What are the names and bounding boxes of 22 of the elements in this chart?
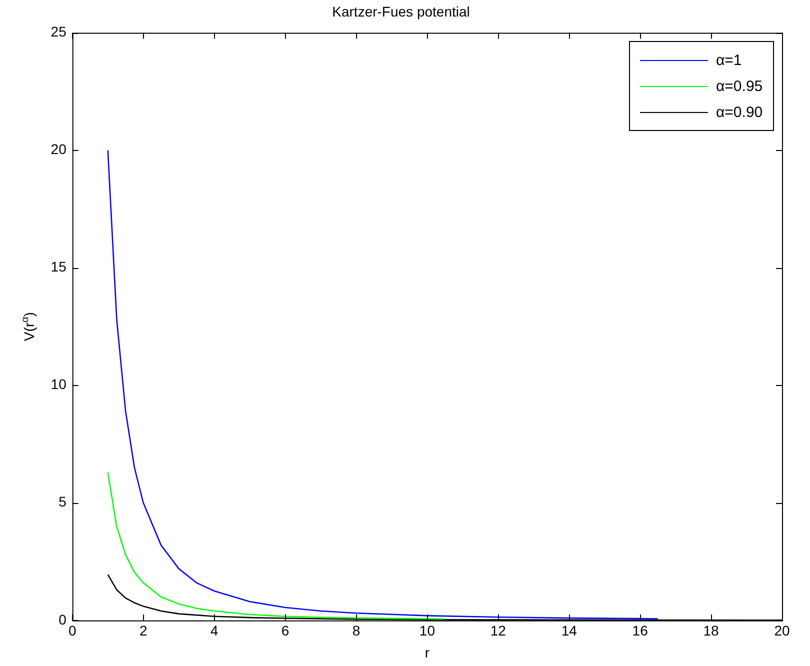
legend-label: α=0.95 [716,78,763,96]
x-tick-label: 8 [352,622,360,639]
legend-label: α=0.90 [716,104,763,122]
x-tick-label: 16 [632,622,648,639]
x-tick-label: 10 [419,622,436,639]
x-tick-label: 12 [490,622,506,639]
x-tick-label: 20 [774,622,790,639]
y-axis-title: V(rα) [20,312,37,342]
y-tick-label: 20 [50,141,67,158]
x-tick-label: 18 [703,622,720,639]
chart-title: Kartzer-Fues potential [332,3,470,20]
y-tick-label: 10 [50,376,67,392]
y-tick-label: 15 [50,258,67,275]
x-tick-label: 4 [210,622,218,639]
x-tick-label: 14 [561,622,578,639]
x-tick-label: 2 [139,622,148,639]
y-tick-label: 25 [50,24,67,40]
x-axis-title: r [424,644,430,660]
y-tick-label: 0 [58,611,67,628]
legend-label: α=1 [716,52,742,70]
x-tick-label: 6 [281,622,290,639]
y-tick-label: 5 [58,494,67,510]
